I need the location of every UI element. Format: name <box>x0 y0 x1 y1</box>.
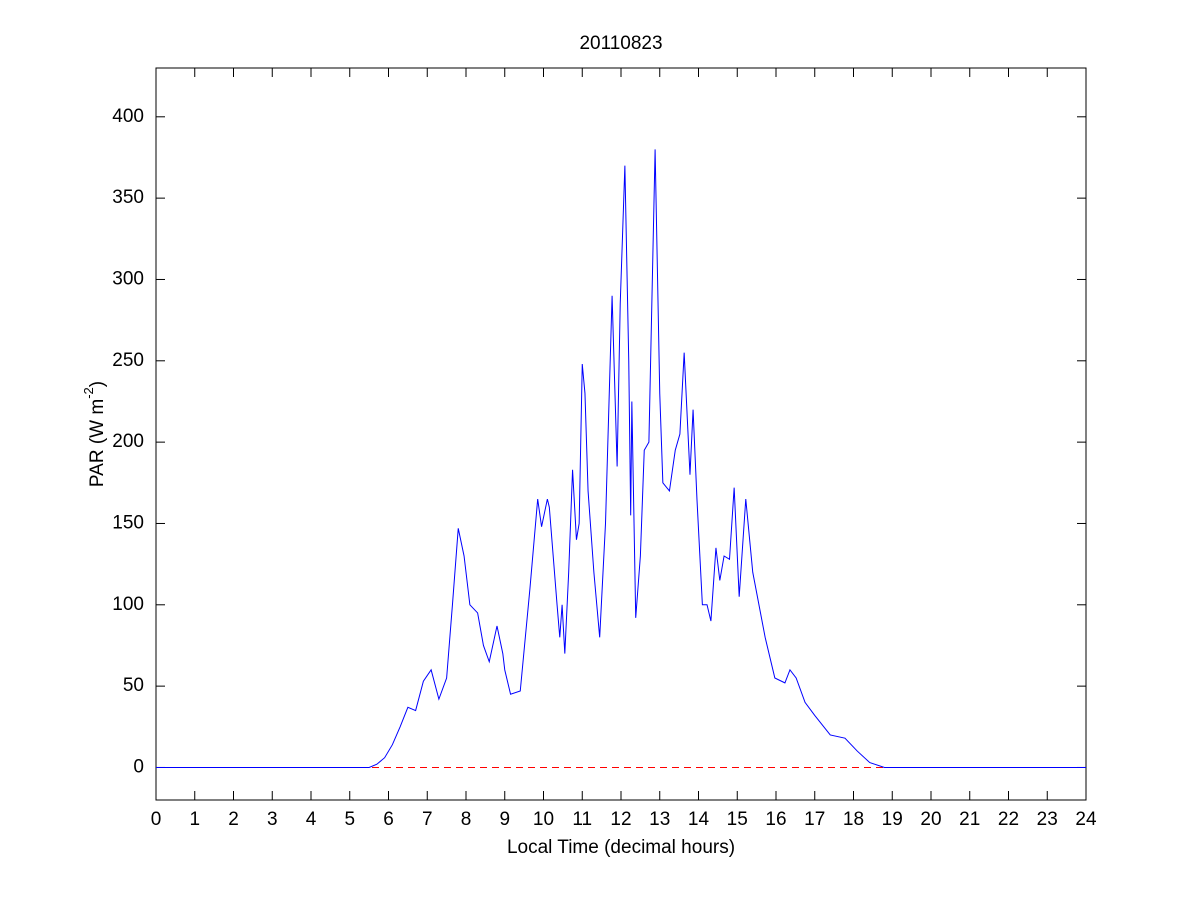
x-tick-label: 19 <box>882 809 903 830</box>
x-tick-label: 2 <box>228 809 239 830</box>
x-tick-label: 15 <box>727 809 748 830</box>
x-axis-label: Local Time (decimal hours) <box>507 837 735 858</box>
x-tick-label: 11 <box>572 809 592 830</box>
y-axis-label: PAR (W m-2) <box>81 381 108 487</box>
x-tick-label: 22 <box>998 809 1019 830</box>
y-tick-label: 200 <box>112 431 144 452</box>
y-tick-label: 350 <box>112 187 144 208</box>
x-tick-label: 20 <box>920 809 941 830</box>
x-tick-label: 5 <box>344 809 355 830</box>
y-tick-label: 150 <box>112 512 144 533</box>
x-tick-label: 8 <box>461 809 472 830</box>
x-tick-label: 16 <box>765 809 786 830</box>
x-tick-label: 3 <box>267 809 278 830</box>
y-tick-label: 250 <box>112 350 144 371</box>
x-tick-label: 24 <box>1075 809 1097 830</box>
x-tick-label: 6 <box>383 809 394 830</box>
x-tick-label: 4 <box>306 809 317 830</box>
y-axis-label-close: ) <box>87 381 108 387</box>
x-tick-label: 10 <box>533 809 554 830</box>
x-tick-label: 18 <box>843 809 864 830</box>
x-tick-label: 13 <box>649 809 670 830</box>
y-tick-label: 300 <box>112 268 144 289</box>
y-tick-label: 400 <box>112 106 144 127</box>
x-tick-label: 21 <box>959 809 980 830</box>
x-tick-label: 7 <box>422 809 433 830</box>
x-tick-label: 9 <box>499 809 510 830</box>
y-tick-label: 50 <box>123 675 144 696</box>
x-tick-label: 17 <box>804 809 825 830</box>
y-tick-label: 100 <box>112 594 144 615</box>
x-tick-label: 1 <box>189 809 200 830</box>
x-tick-label: 23 <box>1037 809 1058 830</box>
x-tick-label: 14 <box>688 809 710 830</box>
chart-title: 20110823 <box>579 33 662 54</box>
data-line <box>156 149 1086 768</box>
y-axis-label-sup: -2 <box>81 387 96 399</box>
y-tick-label: 0 <box>133 756 144 777</box>
y-axis-label-text: PAR (W m <box>87 399 108 487</box>
x-tick-label: 12 <box>610 809 631 830</box>
x-tick-label: 0 <box>151 809 162 830</box>
